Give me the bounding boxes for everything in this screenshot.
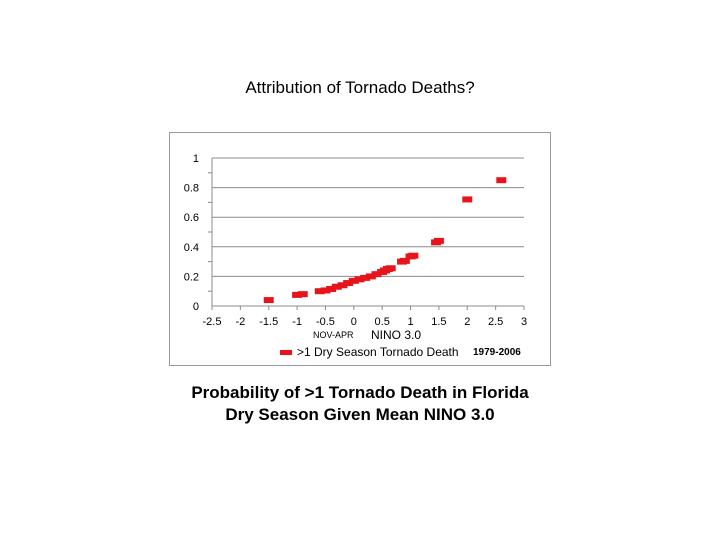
data-point — [320, 287, 331, 294]
data-point — [360, 274, 371, 281]
data-point — [348, 277, 359, 284]
data-point — [365, 273, 376, 280]
x-tick-label: 2.5 — [488, 316, 503, 328]
x-tick-labels: -2.5 -2 -1.5 -1 -0.5 0 0.5 1 1.5 2 2.5 3 — [203, 316, 528, 328]
slide-title: Attribution of Tornado Deaths? — [245, 78, 475, 97]
data-point — [326, 285, 337, 292]
x-tick-label: 0 — [351, 316, 357, 328]
caption-line-2: Dry Season Given Mean NINO 3.0 — [225, 405, 495, 424]
y-tick-label: 0.8 — [184, 183, 199, 195]
data-point — [331, 283, 342, 290]
data-points — [263, 177, 507, 304]
data-point — [343, 280, 354, 287]
gridlines — [212, 157, 524, 277]
caption: Probability of >1 Tornado Death in Flori… — [0, 382, 720, 426]
data-point — [314, 288, 325, 295]
x-tick-label: -2 — [235, 316, 245, 328]
data-point — [371, 271, 382, 278]
y-tick-label: 0.2 — [184, 271, 199, 283]
x-axis-label-prefix: NOV-APR — [313, 330, 354, 340]
y-tick-label: 0 — [193, 301, 199, 313]
date-range-annotation: 1979-2006 — [473, 347, 521, 358]
x-axis-label: NINO 3.0 — [371, 328, 421, 342]
y-tick-labels: 0 0.2 0.4 0.6 0.8 1 — [184, 153, 199, 313]
y-tick-label: 1 — [193, 153, 199, 165]
data-point — [297, 291, 308, 298]
x-tick-label: 3 — [521, 316, 527, 328]
data-point — [292, 291, 303, 298]
x-tick-label: 2 — [464, 316, 470, 328]
x-tick-label: 0.5 — [375, 316, 390, 328]
data-point — [399, 257, 410, 264]
legend: >1 Dry Season Tornado Death — [280, 345, 459, 359]
data-point — [354, 276, 365, 283]
data-point — [385, 265, 396, 272]
data-point — [263, 297, 274, 304]
x-tick-label: -1 — [292, 316, 302, 328]
data-point — [337, 282, 348, 289]
data-point — [408, 252, 419, 259]
caption-line-1: Probability of >1 Tornado Death in Flori… — [191, 383, 529, 402]
y-tick-label: 0.4 — [184, 242, 199, 254]
axes — [208, 158, 525, 310]
data-point — [433, 237, 444, 244]
x-tick-label: -0.5 — [316, 316, 335, 328]
scatter-chart: 0 0.2 0.4 0.6 0.8 1 -2.5 -2 -1.5 -1 -0.5 0 0.5 1 1.5 2… — [184, 153, 528, 359]
data-point — [462, 196, 473, 203]
legend-swatch — [280, 350, 292, 355]
legend-label: >1 Dry Season Tornado Death — [297, 345, 459, 359]
x-tick-label: -2.5 — [203, 316, 222, 328]
chart-frame: 0 0.2 0.4 0.6 0.8 1 -2.5 -2 -1.5 -1 -0.5 0 0.5 1 1.5 2… — [169, 132, 551, 366]
y-tick-label: 0.6 — [184, 212, 199, 224]
x-tick-label: 1 — [407, 316, 413, 328]
data-point — [496, 177, 507, 184]
x-tick-label: 1.5 — [431, 316, 446, 328]
x-tick-label: -1.5 — [259, 316, 278, 328]
